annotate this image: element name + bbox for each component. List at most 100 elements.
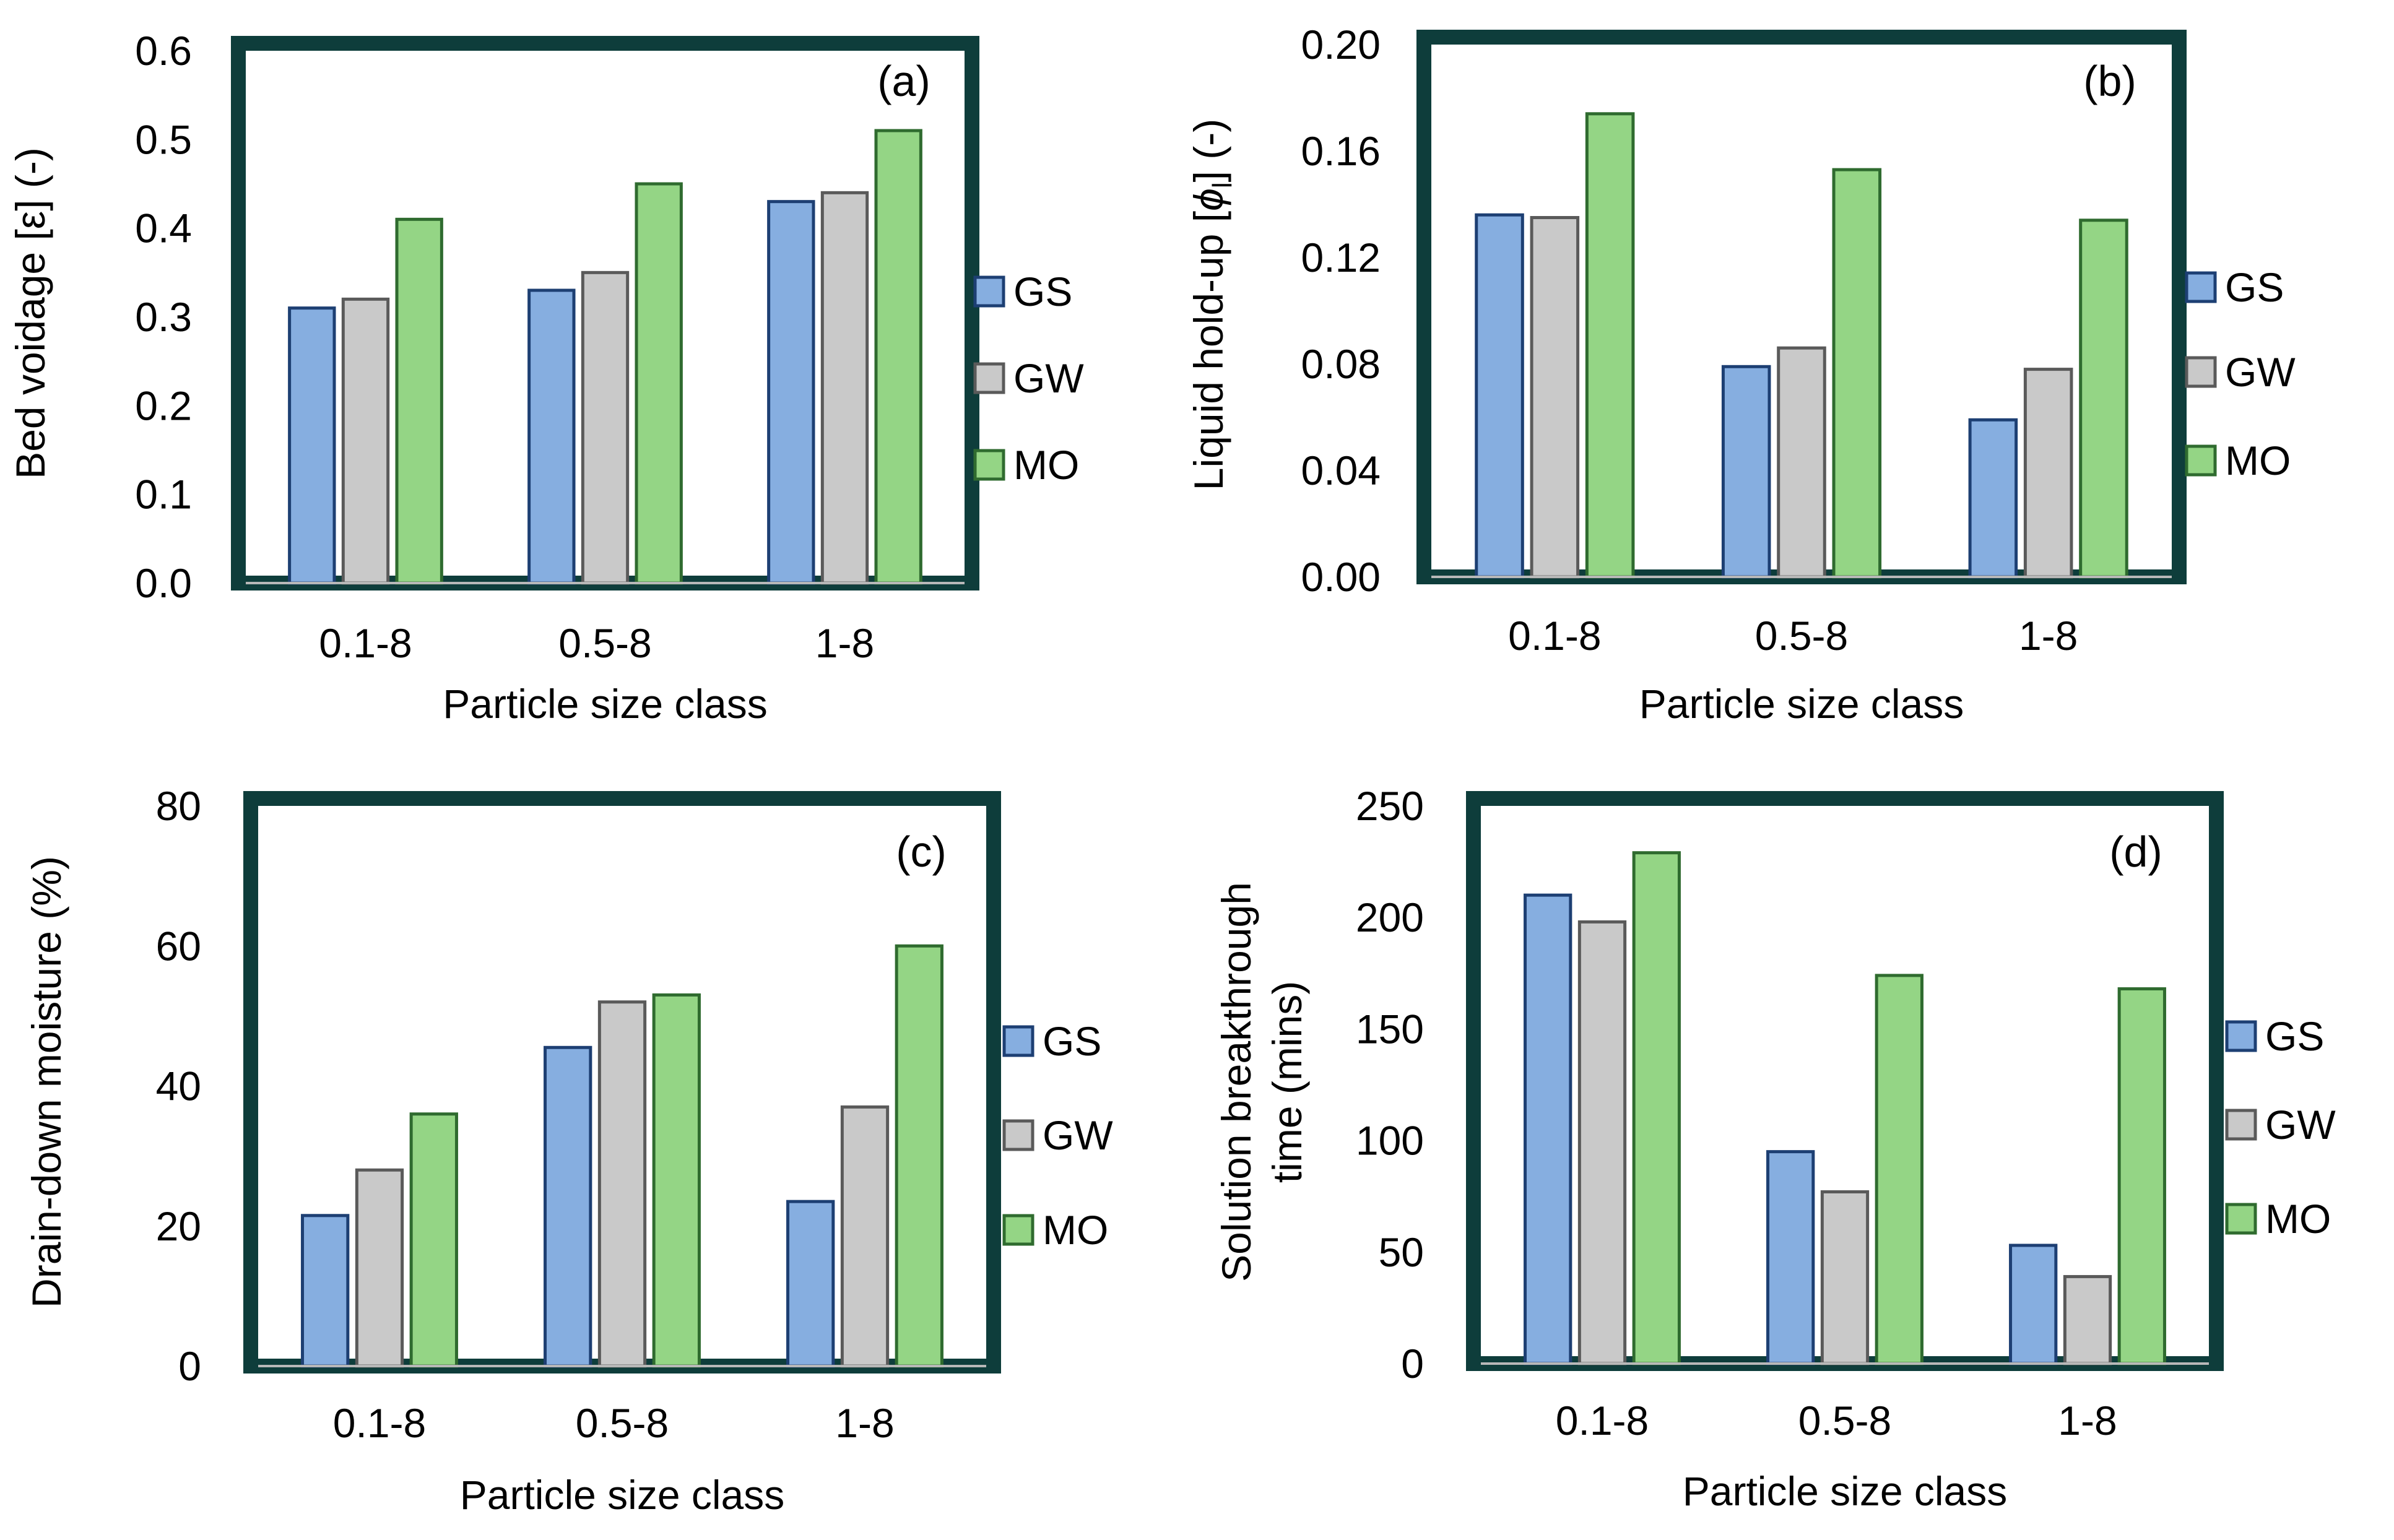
bar-mo-0.1-8 <box>395 217 443 585</box>
y-tick-label: 0.6 <box>135 28 192 74</box>
bar-gs-0.1-8 <box>1524 893 1572 1365</box>
bar-gw-0.5-8 <box>1777 346 1826 579</box>
x-tick-label: 0.1-8 <box>319 620 412 666</box>
bar-mo-0.1-8 <box>409 1112 458 1368</box>
x-axis-title: Particle size class <box>1683 1468 2008 1514</box>
legend: GS GW MO <box>973 269 1084 488</box>
panel-label: (b) <box>2083 57 2136 105</box>
y-axis-title-line: time (mins) <box>1264 981 1310 1183</box>
legend-swatch-mo <box>973 449 1005 481</box>
y-axis-title-main: Liquid hold-up [ <box>1186 211 1231 490</box>
bar-mo-0.1-8 <box>1585 112 1635 579</box>
bar-mo-0.5-8 <box>635 182 683 585</box>
legend-label-mo: MO <box>1013 442 1079 488</box>
y-axis-title-subscript: l <box>1207 182 1238 188</box>
y-axis-title: Liquid hold-up [ϕl] (-) <box>1186 119 1238 490</box>
legend-label-mo: MO <box>1043 1207 1108 1253</box>
y-axis-title: Bed voidage [ε] (-) <box>7 147 53 479</box>
y-tick-label: 20 <box>156 1203 201 1249</box>
bar-gs-0.1-8 <box>288 306 336 585</box>
y-tick-label: 40 <box>156 1063 201 1109</box>
legend-label-mo: MO <box>2265 1196 2331 1242</box>
y-tick-label: 0.4 <box>135 205 192 251</box>
x-tick-label: 0.1-8 <box>1508 613 1601 659</box>
x-tick-label: 1-8 <box>2058 1398 2117 1443</box>
bar-mo-1-8 <box>874 129 922 585</box>
x-tick-label: 1-8 <box>835 1400 894 1446</box>
bar-gs-0.5-8 <box>527 288 576 585</box>
bar-gw-0.5-8 <box>581 270 630 585</box>
panel-label: (c) <box>896 828 947 876</box>
chart-panel-3: 0.1-8 0.5-8 1-8 0 20 40 60 80 (c) Particle size c… <box>24 783 1113 1518</box>
bar-gs-0.5-8 <box>1766 1150 1815 1365</box>
y-axis-title: Solution breakthrough time (mins) <box>1213 882 1310 1282</box>
legend-label-gs: GS <box>1013 269 1072 314</box>
bar-gs-1-8 <box>767 200 815 585</box>
legend-swatch-mo <box>2185 444 2217 477</box>
legend-swatch-gw <box>973 362 1005 394</box>
legend-swatch-mo <box>1002 1214 1034 1246</box>
y-axis-title-symbol: ϕ <box>1186 188 1231 211</box>
x-axis-title: Particle size class <box>1639 681 1964 727</box>
chart-panel-1: 0.1-8 0.5-8 1-8 0.0 0.1 0.2 0.3 0.4 0.5 0.6 (a) Par… <box>7 28 1084 727</box>
bar-gw-0.5-8 <box>597 1000 647 1368</box>
bar-mo-0.5-8 <box>1832 168 1882 579</box>
y-tick-label: 80 <box>156 783 201 829</box>
legend: GS GW MO <box>1002 1018 1113 1253</box>
bar-mo-1-8 <box>2117 987 2166 1365</box>
legend-swatch-gs <box>2225 1020 2257 1052</box>
x-tick-label: 1-8 <box>2019 613 2078 659</box>
x-tick-label: 0.1-8 <box>333 1400 426 1446</box>
y-tick-label: 0.1 <box>135 472 192 517</box>
bar-gw-1-8 <box>820 191 869 585</box>
chart-panel-2: 0.1-8 0.5-8 1-8 0.00 0.04 0.08 0.12 0.16 0.20 (b)… <box>1186 22 2296 727</box>
legend-swatch-gs <box>1002 1025 1034 1057</box>
y-tick-label: 100 <box>1356 1118 1424 1164</box>
bar-gw-1-8 <box>840 1105 890 1368</box>
legend: GS GW MO <box>2185 264 2296 483</box>
x-axis-title: Particle size class <box>460 1472 785 1518</box>
bar-gw-1-8 <box>2023 368 2073 579</box>
legend-label-gw: GW <box>2265 1102 2336 1148</box>
y-tick-label: 0.00 <box>1301 554 1381 600</box>
legend-swatch-gw <box>1002 1119 1034 1151</box>
bar-mo-0.1-8 <box>1632 851 1681 1365</box>
y-axis-title-line: Solution breakthrough <box>1213 882 1259 1282</box>
panel-label: (a) <box>877 57 930 105</box>
y-tick-label: 0.12 <box>1301 235 1381 280</box>
legend-label-mo: MO <box>2225 438 2291 483</box>
bar-gs-0.1-8 <box>1475 213 1524 579</box>
x-tick-label: 0.5-8 <box>1755 613 1848 659</box>
bar-mo-0.5-8 <box>652 993 701 1368</box>
y-tick-label: 250 <box>1356 783 1424 829</box>
y-tick-label: 0.5 <box>135 116 192 162</box>
y-tick-label: 150 <box>1356 1006 1424 1052</box>
y-tick-label: 0.20 <box>1301 22 1381 67</box>
x-axis-title: Particle size class <box>443 681 768 727</box>
bar-gw-0.1-8 <box>341 297 390 585</box>
chart-panel-4: 0.1-8 0.5-8 1-8 0 50 100 150 200 250 (d) Particle … <box>1213 783 2336 1514</box>
bar-gs-1-8 <box>2009 1244 2058 1365</box>
x-tick-label: 1-8 <box>815 620 874 666</box>
x-tick-label: 0.5-8 <box>1798 1398 1891 1443</box>
x-tick-label: 0.5-8 <box>576 1400 669 1446</box>
legend-label-gs: GS <box>2225 264 2284 310</box>
legend-swatch-mo <box>2225 1203 2257 1235</box>
legend-label-gw: GW <box>2225 349 2296 395</box>
bar-gw-0.5-8 <box>1820 1190 1870 1365</box>
bar-gw-0.1-8 <box>355 1168 404 1368</box>
y-tick-label: 0 <box>1401 1341 1424 1386</box>
y-axis-title: Drain-down moisture (%) <box>24 856 69 1308</box>
bar-mo-1-8 <box>2079 218 2128 579</box>
bar-gs-0.5-8 <box>1721 365 1771 579</box>
panel-label: (d) <box>2109 828 2162 876</box>
bar-gs-1-8 <box>1968 418 2018 579</box>
legend-swatch-gs <box>973 275 1005 308</box>
y-tick-label: 0.2 <box>135 383 192 428</box>
bar-gs-0.5-8 <box>544 1045 592 1368</box>
y-tick-label: 0.0 <box>135 560 192 606</box>
bar-gw-1-8 <box>2063 1274 2112 1365</box>
bar-gw-0.1-8 <box>1530 216 1580 579</box>
bar-mo-1-8 <box>895 944 943 1368</box>
